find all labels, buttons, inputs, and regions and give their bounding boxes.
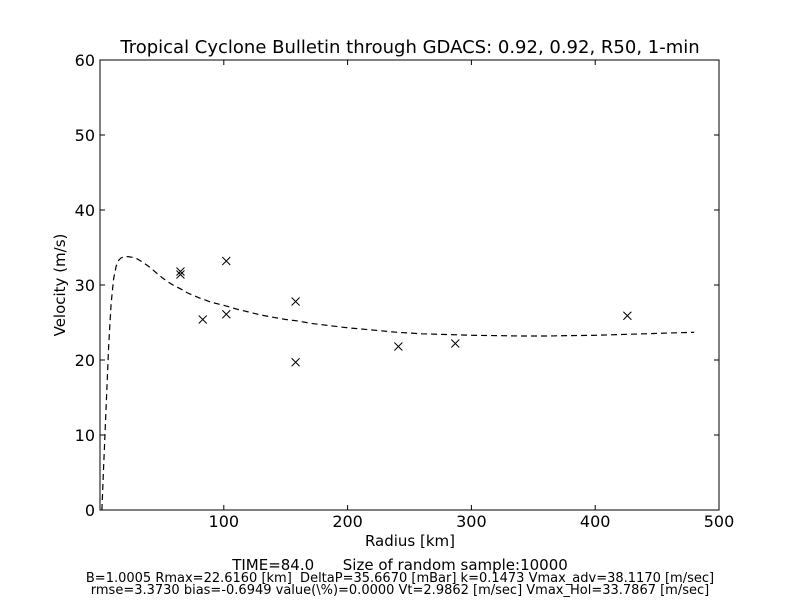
axis-tick-labels: 100 200 300 400 500 0 10 20 30 40 50 60 (75, 51, 735, 531)
observation-point-9 (450, 339, 460, 348)
chart-title: Tropical Cyclone Bulletin through GDACS:… (119, 37, 699, 58)
footer-line-time: TIME=84.0 Size of random sample:10000 (231, 556, 568, 574)
y-tick-label-30: 30 (75, 276, 95, 295)
y-tick-label-20: 20 (75, 351, 95, 370)
observation-point-6 (291, 297, 300, 306)
observation-point-3 (198, 315, 208, 324)
x-tick-label-400: 400 (580, 512, 611, 531)
y-tick-label-0: 0 (85, 501, 95, 520)
observation-point-8 (394, 342, 403, 351)
observation-point-2 (176, 270, 185, 279)
observation-point-7 (291, 357, 300, 367)
x-tick-label-200: 200 (332, 512, 363, 531)
fit-curve-line (101, 255, 695, 511)
y-tick-label-10: 10 (75, 426, 95, 445)
observation-point-5 (221, 309, 231, 319)
y-tick-label-50: 50 (75, 126, 95, 145)
footer-line-stats: rmse=3.3730 bias=-0.6949 value(\%)=0.000… (91, 583, 709, 598)
y-tick-label-40: 40 (75, 201, 95, 220)
footer-line-params: B=1.0005 Rmax=22.6160 [km] DeltaP=35.667… (86, 571, 714, 586)
observation-point-10 (623, 311, 632, 321)
plot-area (101, 255, 695, 511)
y-axis-label: Velocity (m/s) (51, 234, 69, 337)
x-axis-label: Radius [km] (365, 532, 455, 550)
observation-point-4 (221, 256, 231, 266)
x-tick-label-300: 300 (456, 512, 487, 531)
x-tick-label-100: 100 (209, 512, 240, 531)
x-tick-label-500: 500 (704, 512, 735, 531)
observation-point-1 (176, 267, 185, 276)
y-tick-label-60: 60 (75, 51, 95, 70)
axes-frame (99, 59, 720, 511)
